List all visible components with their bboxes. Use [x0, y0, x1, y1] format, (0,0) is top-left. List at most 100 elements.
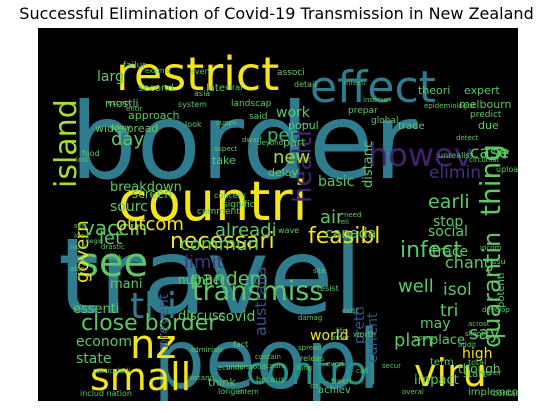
- word-part: part: [283, 136, 306, 149]
- word-comment: comment: [197, 207, 240, 217]
- word-circumst: circumst: [469, 156, 499, 164]
- word-secur: secur: [382, 362, 401, 370]
- word-life: life: [336, 327, 347, 335]
- word-detail: detail: [294, 80, 316, 89]
- word-damag: damag: [298, 314, 322, 322]
- word-though: though: [458, 362, 500, 376]
- word-entir: entir: [126, 105, 142, 113]
- word-becaus: becaus: [256, 375, 285, 384]
- word-new: new: [273, 147, 310, 168]
- word-contact: contact: [493, 389, 518, 398]
- word-screen: screen: [132, 187, 172, 201]
- word-concern: concern: [214, 191, 246, 200]
- word-infecti: infecti: [344, 79, 366, 87]
- word-resist: resist: [317, 284, 339, 293]
- word-system: system: [178, 100, 207, 109]
- word-cours: cours: [266, 362, 285, 370]
- word-quarantin: quarantin: [478, 232, 506, 348]
- word-includ-nation: includ nation: [80, 389, 132, 398]
- word-viral: viral: [225, 83, 242, 92]
- word-skeptic: skeptic: [465, 330, 490, 338]
- word-earli: earli: [428, 191, 470, 213]
- word-alon: alon: [70, 265, 85, 273]
- word-potenti: potenti: [496, 272, 507, 308]
- word-order: order: [331, 334, 350, 342]
- word-peopl: peopl: [153, 313, 381, 401]
- word-countri: countri: [118, 170, 308, 233]
- word-reli: reli: [338, 218, 349, 226]
- word-sourc: sourc: [110, 199, 148, 215]
- word-begin: begin: [86, 238, 103, 245]
- word-health: health: [288, 121, 318, 203]
- word-breakdown: breakdown: [110, 180, 182, 195]
- word-allow: allow: [110, 123, 131, 132]
- word-world: world: [310, 328, 349, 344]
- word-alreadi: alreadi: [215, 220, 277, 241]
- word-trade: trade: [398, 121, 425, 132]
- word-site: site: [313, 267, 326, 275]
- word-govern: govern: [72, 220, 93, 283]
- word-predict: predict: [470, 110, 502, 120]
- word-signific: signific: [223, 200, 255, 210]
- word-small: small: [90, 355, 191, 399]
- word-except: except: [108, 99, 132, 107]
- word-vaccin: vaccin: [83, 216, 147, 240]
- word-stop: stop: [433, 214, 463, 230]
- word-impact: impact: [414, 373, 459, 388]
- word-term: term: [430, 357, 454, 368]
- word-see: see: [78, 240, 148, 286]
- word-due: due: [478, 119, 499, 132]
- chart-title: Successful Elimination of Covid-19 Trans…: [19, 4, 534, 23]
- word-late: late: [206, 83, 225, 94]
- word-close-border: close border: [81, 311, 218, 336]
- word-discuss: discuss: [178, 309, 226, 324]
- word-overal: overal: [402, 388, 424, 396]
- word-detect: detect: [456, 134, 479, 142]
- word-unrealist: unrealist: [438, 151, 473, 160]
- word-work: work: [276, 105, 311, 121]
- word-limit: limit: [184, 252, 224, 273]
- word-effect: effect: [310, 62, 436, 113]
- word-distanc: distanc: [361, 141, 376, 188]
- word-plan: plan: [394, 330, 433, 351]
- word-may: may: [420, 316, 451, 332]
- word-well: well: [398, 276, 434, 297]
- word-air: air: [320, 207, 344, 228]
- word-lost: lost: [76, 156, 89, 164]
- word-co: co: [310, 382, 318, 390]
- word-exampl: exampl: [145, 67, 171, 75]
- word-landscap: landscap: [231, 99, 272, 109]
- word-restrict: restrict: [116, 47, 279, 101]
- word-epidemiologist: epidemiologist: [424, 102, 476, 110]
- word-place: place: [430, 333, 465, 348]
- word-day: day: [111, 129, 144, 150]
- word-call: call: [356, 367, 368, 375]
- word-long: long: [297, 364, 312, 372]
- word-need: need: [344, 211, 362, 219]
- word-develop: develop: [482, 306, 510, 314]
- word-requir: requir: [70, 244, 88, 251]
- word-wave: wave: [278, 226, 299, 235]
- word-state: state: [76, 351, 111, 367]
- word-particularli: particularli: [93, 367, 131, 375]
- word-upload: upload: [496, 165, 518, 174]
- word-thing: thing: [474, 144, 507, 216]
- word-transmiss: transmiss: [192, 276, 323, 307]
- word-theori: theori: [418, 84, 450, 97]
- word-feasibl: feasibl: [308, 224, 380, 249]
- word-isol: isol: [443, 280, 472, 300]
- word-second: second: [138, 83, 174, 94]
- word-achiev: achiev: [318, 385, 351, 396]
- word-outcom: outcom: [116, 214, 184, 235]
- word-pretti: pretti: [352, 306, 368, 344]
- word-high: high: [462, 346, 493, 362]
- word-melbourn: melbourn: [459, 98, 512, 111]
- word-viru: viru: [414, 351, 487, 395]
- word-releas: releas: [300, 354, 324, 363]
- word-drastic: drastic: [101, 243, 125, 251]
- word-current: current: [365, 312, 381, 363]
- word-incom: incom: [480, 244, 502, 252]
- word-social: social: [428, 224, 468, 240]
- word-suppli: suppli: [216, 119, 237, 127]
